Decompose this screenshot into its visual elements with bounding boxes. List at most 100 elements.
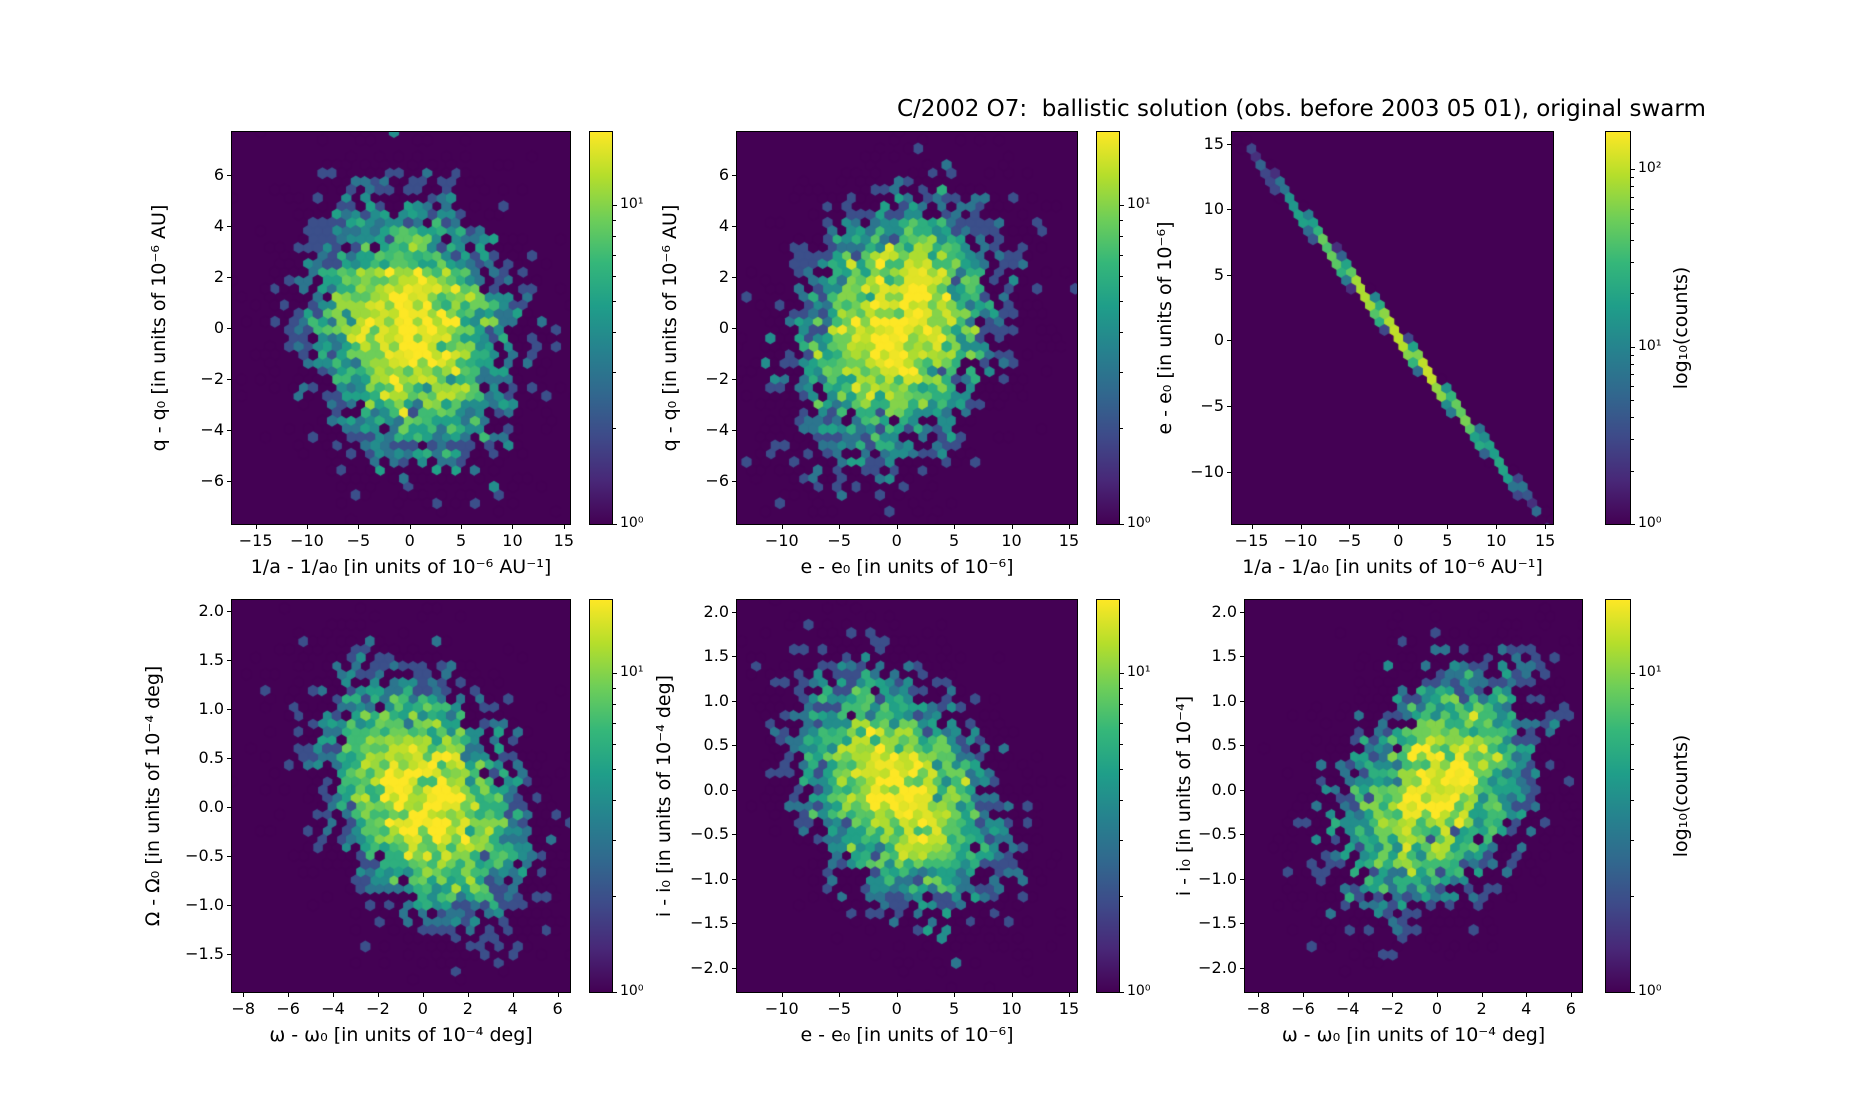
y-tick-mark <box>1227 340 1231 342</box>
y-tick-mark <box>732 967 736 969</box>
colorbar-minor-tick <box>613 800 616 802</box>
y-tick-label: −1.5 <box>1198 913 1237 933</box>
x-tick-mark <box>1303 993 1305 997</box>
y-tick-mark <box>732 834 736 836</box>
y-tick-label: −0.5 <box>185 845 224 865</box>
colorbar-minor-tick <box>613 769 616 771</box>
x-tick-mark <box>1398 525 1400 529</box>
colorbar-minor-tick <box>1120 332 1123 334</box>
colorbar-minor-tick <box>1120 896 1123 898</box>
x-tick-label: 10 <box>1486 531 1507 550</box>
colorbar-minor-tick <box>613 839 616 841</box>
y-tick-label: −6 <box>705 470 729 490</box>
colorbar-tick-label: 10⁰ <box>1127 515 1151 531</box>
x-tick-mark <box>839 525 841 529</box>
y-tick-mark <box>732 175 736 177</box>
colorbar-tick-label: 10¹ <box>1638 337 1662 354</box>
colorbar-minor-tick <box>1631 385 1634 387</box>
y-tick-label: 0.5 <box>198 747 224 767</box>
y-tick-mark <box>1227 209 1231 211</box>
x-tick-label: 0 <box>891 999 902 1018</box>
y-tick-mark <box>227 429 231 431</box>
x-tick-mark <box>1496 525 1498 529</box>
y-tick-mark <box>732 611 736 613</box>
colorbar-minor-tick <box>1120 371 1123 373</box>
y-tick-label: 15 <box>1203 133 1224 153</box>
x-tick-mark <box>1545 525 1547 529</box>
x-tick-mark <box>1436 993 1438 997</box>
y-tick-mark <box>1240 789 1244 791</box>
y-tick-mark <box>227 175 231 177</box>
x-tick-mark <box>1011 993 1013 997</box>
colorbar-minor-tick <box>1631 374 1634 376</box>
colorbar-hexbin-e-vs-inverse-a <box>1605 131 1631 525</box>
y-tick-mark <box>227 953 231 955</box>
hexbin-canvas-hexbin-bigomega-vs-omega <box>232 600 570 992</box>
y-tick-mark <box>227 378 231 380</box>
x-tick-mark <box>1392 993 1394 997</box>
y-tick-label: 0.0 <box>703 779 729 799</box>
x-tick-mark <box>306 525 308 529</box>
x-tick-label: 5 <box>949 531 960 550</box>
x-tick-label: 10 <box>1001 531 1022 550</box>
x-tick-mark <box>358 525 360 529</box>
x-tick-mark <box>512 993 514 997</box>
y-tick-label: −2.0 <box>1198 957 1237 977</box>
colorbar-minor-tick <box>1120 800 1123 802</box>
colorbar-gradient <box>1097 132 1119 524</box>
x-tick-label: −5 <box>827 531 852 550</box>
x-tick-label: −10 <box>1283 531 1318 550</box>
x-tick-label: −8 <box>1246 999 1271 1018</box>
y-tick-label: −1.0 <box>1198 868 1237 888</box>
x-axis-label: ω - ω₀ [in units of 10⁻⁴ deg] <box>269 1024 533 1046</box>
colorbar-major-tick <box>1631 992 1635 993</box>
figure-title: C/2002 O7: ballistic solution (obs. befo… <box>897 96 1706 122</box>
x-tick-label: −10 <box>764 999 799 1018</box>
x-tick-label: 0 <box>1431 999 1443 1018</box>
y-tick-mark <box>227 659 231 661</box>
colorbar-minor-tick <box>1120 219 1123 221</box>
x-axis-label: 1/a - 1/a₀ [in units of 10⁻⁶ AU⁻¹] <box>250 556 552 578</box>
colorbar-minor-tick <box>1631 208 1634 210</box>
colorbar-minor-tick <box>1631 687 1634 689</box>
x-tick-mark <box>781 993 783 997</box>
x-tick-label: −4 <box>321 999 345 1018</box>
y-tick-mark <box>732 378 736 380</box>
x-tick-mark <box>467 993 469 997</box>
y-tick-mark <box>227 855 231 857</box>
y-tick-label: 1.5 <box>703 646 729 666</box>
colorbar-hexbin-q-vs-e <box>1096 131 1120 525</box>
y-tick-label: 2.0 <box>703 601 729 621</box>
y-tick-label: −0.5 <box>690 824 729 844</box>
x-tick-label: −10 <box>764 531 799 550</box>
colorbar-gradient <box>590 600 612 992</box>
y-tick-mark <box>227 277 231 279</box>
y-tick-label: 0 <box>1213 330 1224 350</box>
x-tick-mark <box>333 993 335 997</box>
x-tick-label: −10 <box>290 531 324 550</box>
colorbar-tick-label: 10¹ <box>620 196 644 213</box>
colorbar-minor-tick <box>1631 439 1634 441</box>
colorbar-hexbin-i-vs-e <box>1096 599 1120 993</box>
colorbar-tick-label: 10⁰ <box>1638 983 1662 999</box>
x-tick-mark <box>557 993 559 997</box>
colorbar-minor-tick <box>1120 722 1123 724</box>
x-tick-label: 2 <box>462 999 473 1018</box>
x-tick-label: −2 <box>366 999 390 1018</box>
colorbar-major-tick <box>613 205 617 207</box>
y-tick-label: 4 <box>213 216 224 236</box>
colorbar-minor-tick <box>1120 769 1123 771</box>
x-tick-label: 15 <box>553 531 574 550</box>
y-tick-mark <box>732 789 736 791</box>
y-tick-mark <box>1240 700 1244 702</box>
x-tick-mark <box>954 525 956 529</box>
colorbar-minor-tick <box>1120 301 1123 303</box>
colorbar-minor-tick <box>613 276 616 278</box>
y-tick-label: 1.5 <box>1211 646 1237 666</box>
y-tick-mark <box>227 708 231 710</box>
y-tick-label: 0 <box>213 318 224 337</box>
x-tick-label: −6 <box>276 999 300 1018</box>
y-tick-mark <box>1240 923 1244 925</box>
hexbin-canvas-hexbin-i-vs-omega <box>1245 600 1582 992</box>
